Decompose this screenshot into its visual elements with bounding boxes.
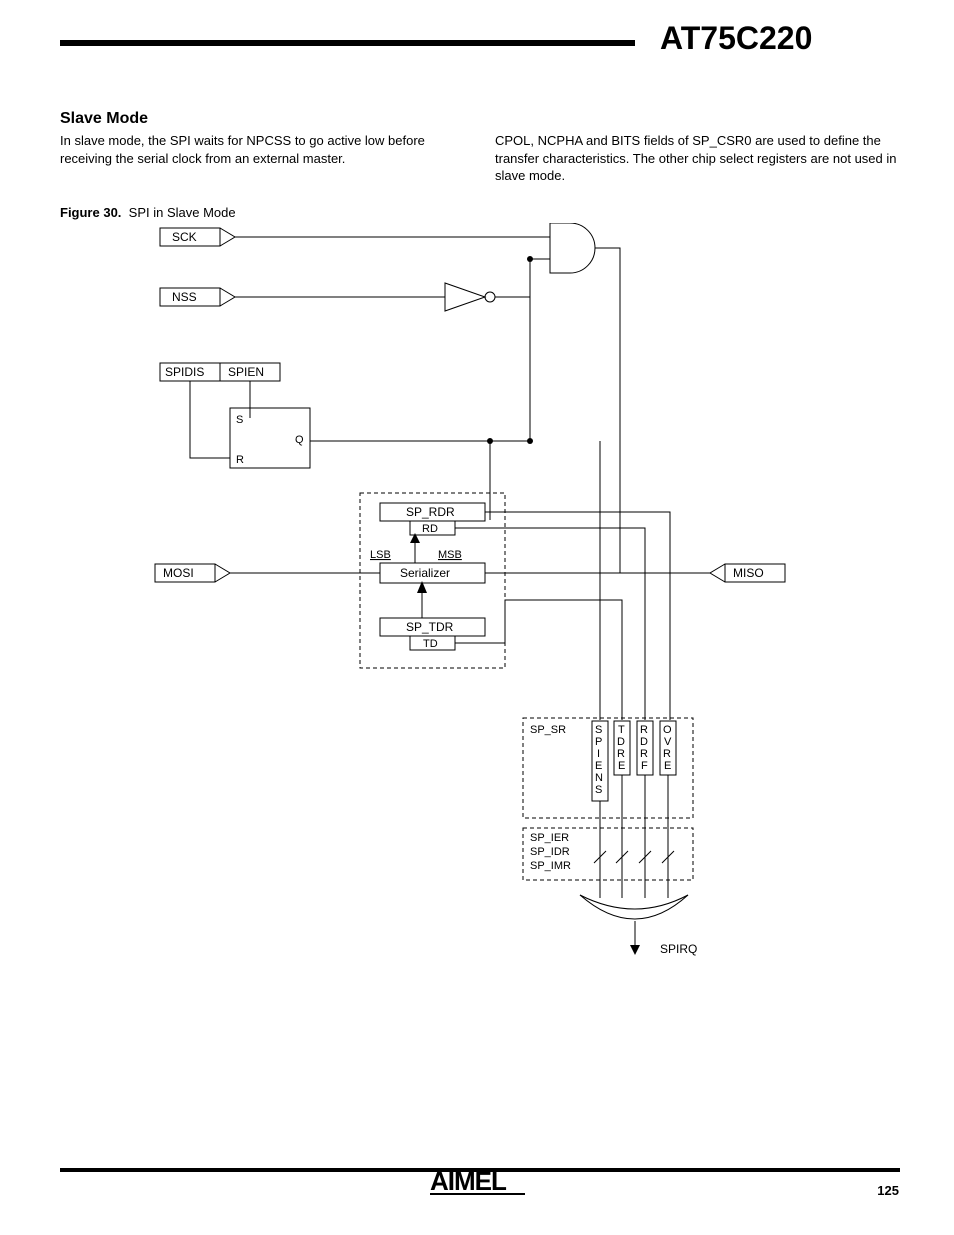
ff-r: R (236, 454, 244, 466)
label-spirq: SPIRQ (660, 942, 697, 956)
label-msb: MSB (438, 549, 462, 561)
label-lsb: LSB (370, 549, 391, 561)
label-sp-rdr: SP_RDR (406, 505, 455, 519)
figure-number: Figure 30. (60, 205, 121, 220)
atmel-logo: AIMEL (430, 1160, 525, 1200)
document-title: AT75C220 (660, 20, 812, 57)
label-serializer: Serializer (400, 566, 450, 580)
spi-slave-diagram: SCK NSS SPIDIS SPIEN S Q R (60, 223, 860, 983)
svg-text:AIMEL: AIMEL (430, 1166, 507, 1196)
label-td: TD (423, 638, 438, 650)
label-sp-ier: SP_IER (530, 832, 569, 844)
label-sck: SCK (172, 230, 197, 244)
label-nss: NSS (172, 290, 197, 304)
top-rule (60, 40, 635, 46)
label-rd: RD (422, 523, 438, 535)
label-sp-sr: SP_SR (530, 724, 566, 736)
label-sp-tdr: SP_TDR (406, 620, 454, 634)
figure-caption: Figure 30. SPI in Slave Mode (60, 205, 236, 220)
label-sp-idr: SP_IDR (530, 846, 570, 858)
ff-s: S (236, 414, 243, 426)
ff-q: Q (295, 434, 304, 446)
label-miso: MISO (733, 566, 764, 580)
left-column-text: In slave mode, the SPI waits for NPCSS t… (60, 132, 470, 167)
label-spidis: SPIDIS (165, 365, 204, 379)
label-spien: SPIEN (228, 365, 264, 379)
label-sp-imr: SP_IMR (530, 860, 571, 872)
page-number: 125 (877, 1183, 899, 1198)
figure-title: SPI in Slave Mode (129, 205, 236, 220)
right-column-text: CPOL, NCPHA and BITS fields of SP_CSR0 a… (495, 132, 900, 185)
section-heading: Slave Mode (60, 110, 148, 128)
label-mosi: MOSI (163, 566, 194, 580)
